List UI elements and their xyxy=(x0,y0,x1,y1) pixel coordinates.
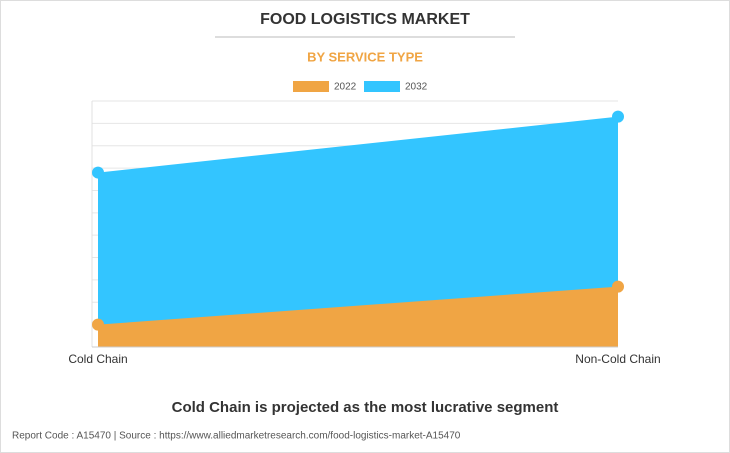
area xyxy=(98,116,618,348)
chart-title: FOOD LOGISTICS MARKET xyxy=(260,11,470,28)
x-tick-label: Cold Chain xyxy=(68,352,127,366)
legend-swatch xyxy=(293,81,329,92)
legend-swatch xyxy=(364,81,400,92)
area xyxy=(98,286,618,347)
point xyxy=(612,280,624,293)
legend-label: 2032 xyxy=(405,82,428,93)
point xyxy=(92,166,104,179)
legend: 2022 2032 xyxy=(293,81,428,93)
annotation: Cold Chain is projected as the most lucr… xyxy=(172,399,559,416)
x-tick-label: Non-Cold Chain xyxy=(575,352,660,366)
point xyxy=(612,110,624,123)
chart-subtitle: BY SERVICE TYPE xyxy=(307,49,423,64)
legend-label: 2022 xyxy=(334,82,357,93)
footer: Report Code : A15470 | Source : https://… xyxy=(12,431,461,442)
point xyxy=(92,318,104,331)
plot: Cold Chain Non-Cold Chain xyxy=(68,110,661,366)
